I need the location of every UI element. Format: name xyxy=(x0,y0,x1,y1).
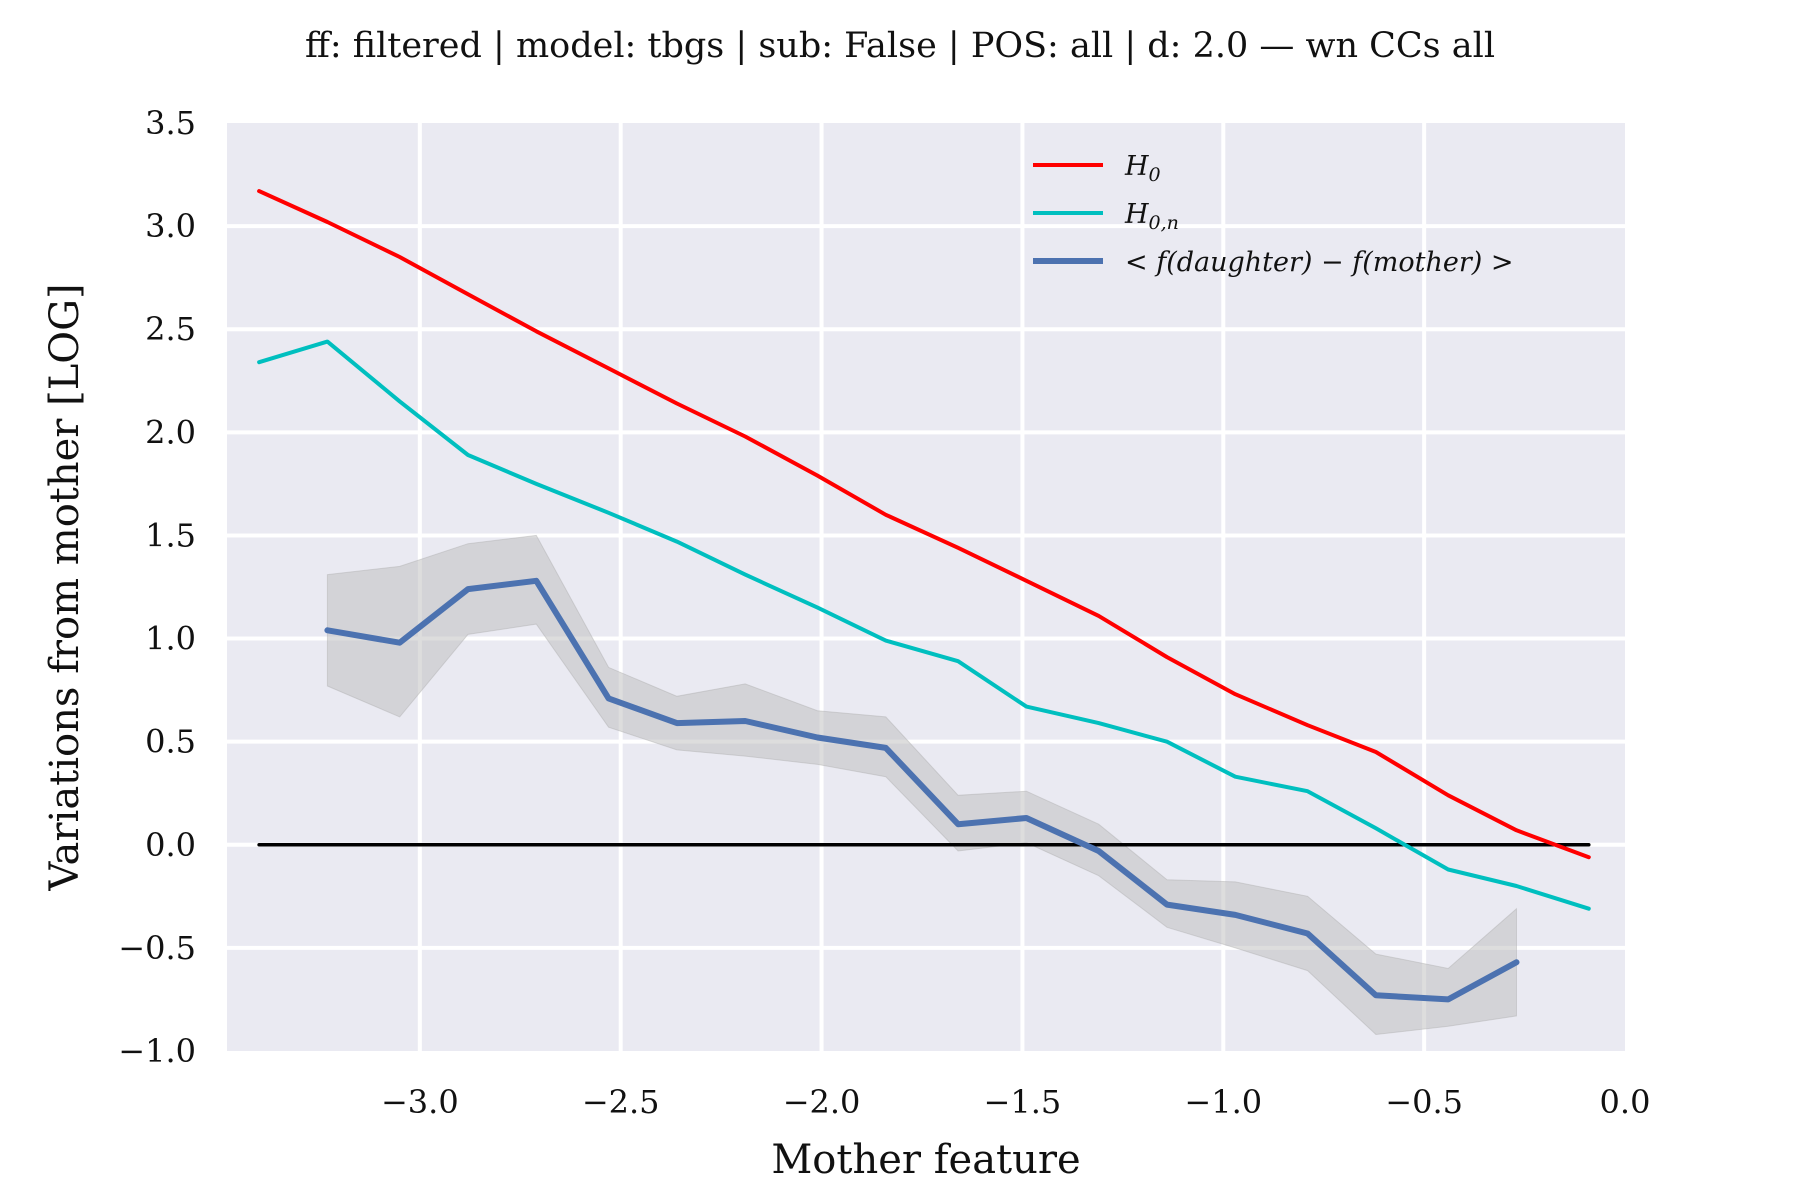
y-tick-label: 2.0 xyxy=(145,413,196,451)
y-tick-label: 0.5 xyxy=(145,723,196,761)
x-tick-label: −1.0 xyxy=(1184,1083,1262,1121)
x-tick-label: −3.0 xyxy=(381,1083,459,1121)
x-tick-label: −2.0 xyxy=(783,1083,861,1121)
y-tick-label: 1.5 xyxy=(145,516,196,554)
x-tick-label: −0.5 xyxy=(1385,1083,1463,1121)
chart-title: ff: filtered | model: tbgs | sub: False … xyxy=(305,26,1495,66)
series-layer xyxy=(257,189,1591,1003)
tick-labels: −3.0 −2.5 −2.0 −1.5 −1.0 −0.5 0.0 −1.0 −0.5 0.0 0.… xyxy=(118,104,1650,1121)
y-tick-label: 0.0 xyxy=(145,826,196,864)
y-tick-label: 3.5 xyxy=(145,104,196,142)
series-line-h0n xyxy=(257,339,1591,911)
series-line-mean-difference xyxy=(324,577,1520,1003)
y-tick-label: 2.5 xyxy=(145,310,196,348)
series-line-h0 xyxy=(257,189,1591,860)
legend-label: H0,n xyxy=(1124,199,1179,234)
legend-label: < f(daughter) − f(mother) > xyxy=(1125,247,1513,278)
x-tick-label: 0.0 xyxy=(1600,1083,1651,1121)
y-tick-label: −1.0 xyxy=(118,1032,196,1070)
y-tick-label: −0.5 xyxy=(118,929,196,967)
x-tick-label: −1.5 xyxy=(984,1083,1062,1121)
y-tick-label: 1.0 xyxy=(145,620,196,658)
x-tick-label: −2.5 xyxy=(582,1083,660,1121)
legend: H0 H0,n < f(daughter) − f(mother) > xyxy=(1033,151,1513,278)
y-tick-label: 3.0 xyxy=(145,207,196,245)
legend-label: H0 xyxy=(1124,151,1161,186)
y-axis-label: Variations from mother [LOG] xyxy=(42,283,88,891)
x-axis-label: Mother feature xyxy=(771,1137,1080,1183)
